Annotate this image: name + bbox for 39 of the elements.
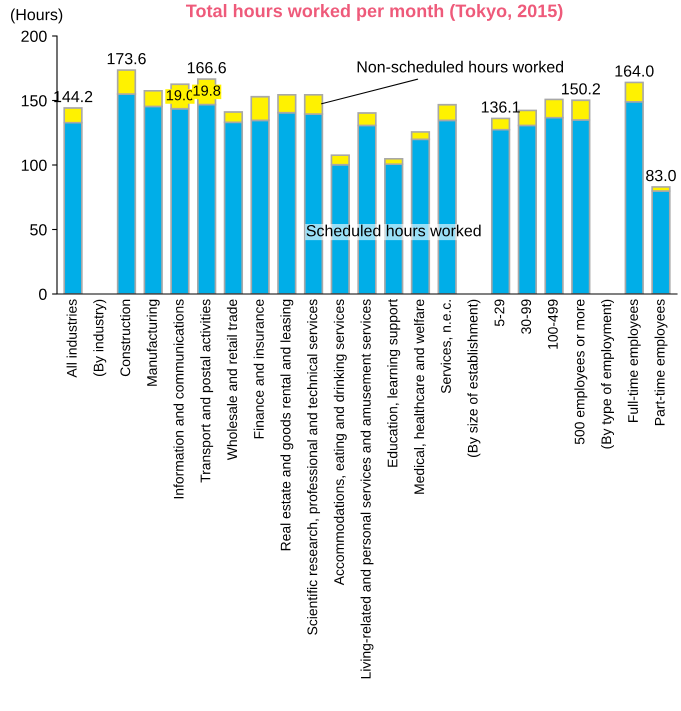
y-tick-label: 100 <box>22 160 47 171</box>
total-label: 164.0 <box>615 65 654 77</box>
y-tick-label: 150 <box>22 95 47 106</box>
y-tick-label: 0 <box>39 288 47 300</box>
y-axis-title: (Hours) <box>10 8 62 24</box>
x-tick-label: Full-time employees <box>628 299 641 422</box>
x-tick-label: Services, n.e.c. <box>440 300 453 394</box>
x-tick-label: Transport and postal activities <box>200 299 214 483</box>
x-tick-label: Manufacturing <box>146 300 160 386</box>
y-tick-label: 200 <box>21 30 47 42</box>
x-tick-label: Part-time employees <box>654 299 668 426</box>
total-label: 173.6 <box>108 53 146 64</box>
total-label: 83.0 <box>646 170 676 182</box>
x-tick-label: Real estate and goods rental and leasing <box>280 300 294 550</box>
x-tick-label: Information and communications <box>173 299 184 498</box>
y-tick-label: 50 <box>30 224 47 236</box>
x-tick-label: 500 employees or more <box>574 299 588 444</box>
chart-title: Total hours worked per month (Tokyo, 2015) <box>186 4 562 21</box>
x-tick-label: (By type of employment) <box>601 300 614 449</box>
series-label: Non-scheduled hours worked <box>358 60 564 73</box>
x-tick-label: Scientific research, professional and technical services <box>307 299 320 635</box>
series-label: Scheduled hours worked <box>306 224 481 236</box>
x-tick-label: Finance and insurance <box>254 299 264 438</box>
total-label: 166.6 <box>188 62 226 74</box>
total-label: 150.2 <box>562 83 600 95</box>
x-tick-label: 30-99 <box>521 300 532 334</box>
bar <box>651 190 671 294</box>
x-tick-label: Living-related and personal services and amusement services <box>360 299 374 678</box>
x-tick-label: 100-499 <box>548 300 558 349</box>
x-tick-label: Construction <box>120 300 130 376</box>
x-tick-label: All industries <box>66 299 77 378</box>
x-tick-label: Wholesale and retail trade <box>226 299 238 460</box>
x-tick-label: Accommodations, eating and drinking services <box>334 299 347 586</box>
x-tick-label: (By size of establishment) <box>467 300 480 457</box>
total-label: 136.1 <box>482 101 520 113</box>
x-tick-label: 5-29 <box>494 300 504 326</box>
x-tick-label: Education, learning support <box>387 298 400 467</box>
x-tick-label: Medical, healthcare and welfare <box>414 299 426 494</box>
x-tick-label: (By industry) <box>93 300 106 376</box>
